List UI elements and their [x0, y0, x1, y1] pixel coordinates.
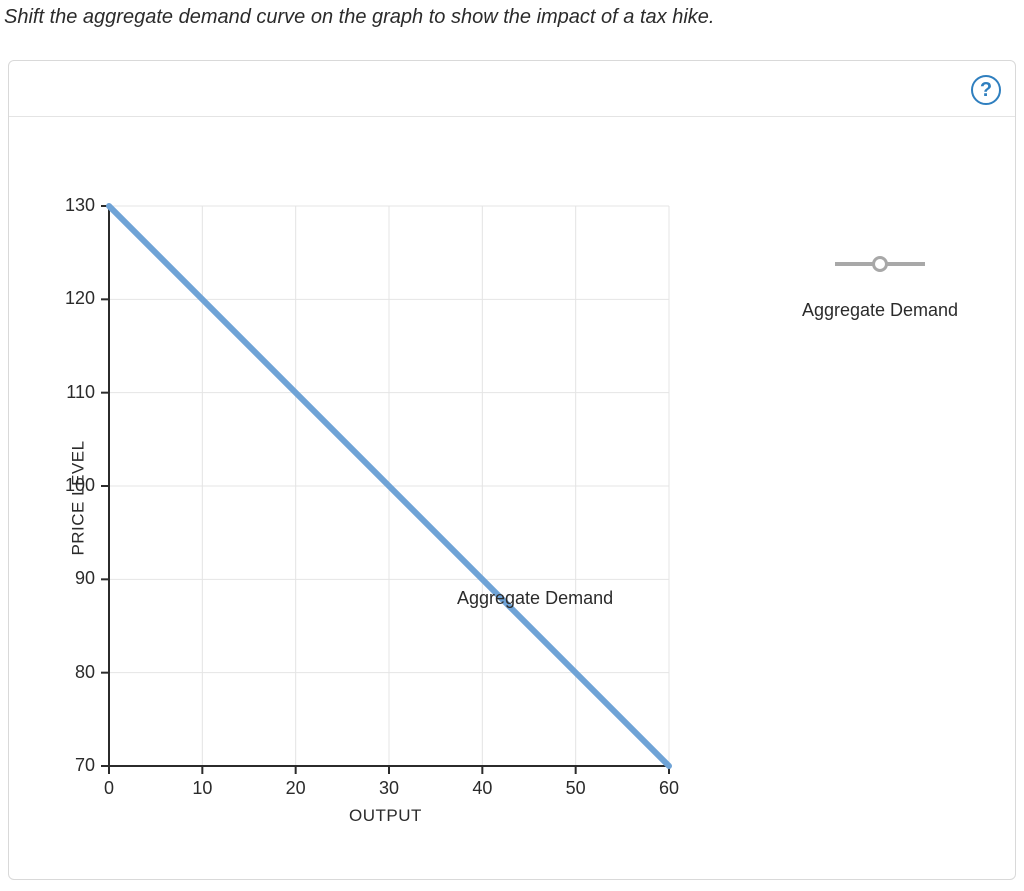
chart-area: PRICE LEVEL 708090100110120130 010203040…	[9, 116, 1015, 879]
chart-svg[interactable]	[9, 116, 709, 806]
legend-label: Aggregate Demand	[790, 300, 970, 321]
x-tick-label: 10	[182, 778, 222, 799]
x-tick-label: 40	[462, 778, 502, 799]
y-tick-label: 80	[47, 662, 95, 683]
y-tick-label: 100	[47, 475, 95, 496]
x-tick-label: 20	[276, 778, 316, 799]
instruction-text: Shift the aggregate demand curve on the …	[4, 6, 714, 29]
x-axis-label: OUTPUT	[349, 806, 422, 826]
y-tick-label: 90	[47, 568, 95, 589]
legend-swatch	[835, 256, 925, 272]
series-inline-label: Aggregate Demand	[457, 588, 613, 609]
x-tick-label: 30	[369, 778, 409, 799]
legend-marker-icon	[872, 256, 888, 272]
y-tick-label: 130	[47, 195, 95, 216]
y-tick-label: 70	[47, 755, 95, 776]
x-tick-label: 0	[89, 778, 129, 799]
y-tick-label: 120	[47, 288, 95, 309]
chart-panel: ? PRICE LEVEL 708090100110120130 0102030…	[8, 60, 1016, 880]
help-icon[interactable]: ?	[971, 75, 1001, 105]
page-root: Shift the aggregate demand curve on the …	[0, 0, 1024, 891]
legend: Aggregate Demand	[790, 256, 970, 321]
y-tick-label: 110	[47, 382, 95, 403]
x-tick-label: 50	[556, 778, 596, 799]
x-tick-label: 60	[649, 778, 689, 799]
